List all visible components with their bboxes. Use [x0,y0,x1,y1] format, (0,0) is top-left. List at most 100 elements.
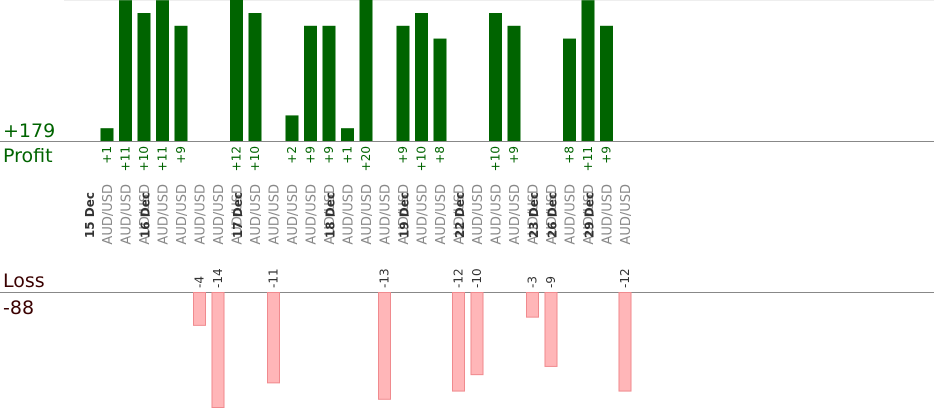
category-label: AUD/USD [212,184,227,245]
category-label: AUD/USD [120,184,135,245]
loss-bar [378,292,391,400]
profit-bar [396,25,410,141]
profit-bar [248,13,262,141]
profit-value-label: +12 [230,146,244,171]
profit-bar [156,0,169,142]
category-label: AUD/USD [453,184,468,245]
profit-bar [304,25,317,141]
profit-bar [322,25,336,141]
category-label: AUD/USD [268,184,283,245]
profit-value-label: +8 [433,146,447,164]
profit-value-label: +9 [396,146,410,164]
loss-value-label: -10 [470,268,484,288]
profit-value-label: +10 [489,146,503,171]
category-label: AUD/USD [619,184,634,245]
date-label: 15 Dec [83,192,97,238]
category-label: AUD/USD [157,184,172,245]
category-label: AUD/USD [342,184,357,245]
loss-value-label: -11 [267,268,281,288]
category-label: AUD/USD [564,184,579,245]
date-label: 19 Dec [398,192,412,238]
profit-value-label: +11 [156,146,170,171]
loss-value-label: -13 [378,268,392,288]
category-label: AUD/USD [305,184,320,245]
profit-bars [100,0,613,142]
profit-value-label: +1 [341,146,355,164]
profit-value-label: +9 [174,146,188,164]
category-label: AUD/USD [490,184,505,245]
profit-bar [137,13,151,141]
loss-bar [618,292,632,392]
category-label: AUD/USD [397,184,412,245]
loss-total: -88 [3,297,35,319]
profit-bar [415,13,428,141]
profit-bar [489,13,502,141]
profit-value-label: +9 [322,146,336,164]
category-label: AUD/USD [101,184,116,245]
profit-value-label: +8 [563,146,577,164]
profit-bar [581,0,595,142]
loss-bar [452,292,465,392]
loss-value-label: -14 [211,268,225,288]
date-label: 16 Dec [139,192,153,238]
profit-bar [563,38,576,141]
category-label: AUD/USD [175,184,190,245]
category-label: AUD/USD [249,184,264,245]
category-label: AUD/USD [527,184,542,245]
category-label: AUD/USD [379,184,394,245]
category-label: AUD/USD [508,184,523,245]
profit-value-label: +2 [285,146,299,164]
date-label: 17 Dec [231,192,245,238]
profit-value-label: +10 [248,146,262,171]
loss-bar [526,292,539,318]
profit-bar [100,128,114,141]
category-label: AUD/USD [416,184,431,245]
category-label: AUD/USD [601,184,616,245]
loss-label: Loss [3,270,45,292]
loss-bar [267,292,280,384]
category-label: AUD/USD [286,184,301,245]
category-label: AUD/USD [545,184,560,245]
loss-value-label: -3 [526,276,540,288]
category-label: AUD/USD [471,184,486,245]
category-label: AUD/USD [194,184,209,245]
profit-bar [359,0,373,141]
date-label: 26 Dec [546,192,560,238]
loss-value-label: -12 [618,268,632,288]
category-label: AUD/USD [360,184,375,245]
profit-bar [341,128,354,141]
loss-bar [544,292,558,367]
profit-bar [285,115,299,141]
loss-value-label: -9 [544,276,558,288]
category-label: AUD/USD [582,184,597,245]
date-label: 29 Dec [583,192,597,238]
date-label: 23 Dec [527,192,541,238]
date-label: 22 Dec [453,192,467,238]
loss-value-label: -4 [193,276,207,288]
loss-value-label: -12 [452,268,466,288]
profit-value-label: +20 [359,146,373,171]
loss-bar [211,292,225,408]
profit-bar [433,38,447,141]
profit-bar [174,25,188,141]
profit-value-label: +10 [137,146,151,171]
profit-value-label: +11 [581,146,595,171]
profit-value-label: +9 [304,146,318,164]
profit-bar [119,0,132,142]
profit-bar [507,25,521,141]
date-label: 18 Dec [324,192,338,238]
loss-value-labels: -4 -14 -11 -13 -12 -10 -3 -9 -12 [193,268,633,288]
loss-bar [470,292,484,376]
loss-bars [193,292,632,408]
profit-bar [600,25,613,141]
profit-total: +179 [3,120,56,142]
profit-bar [230,0,243,141]
category-label: AUD/USD [231,184,246,245]
date-labels: 15 Dec 16 Dec 17 Dec 18 Dec 19 Dec 22 Dec 23 D… [83,192,597,238]
profit-label: Profit [3,145,53,167]
profit-value-label: +9 [507,146,521,164]
loss-bar [193,292,206,326]
profit-value-label: +10 [415,146,429,171]
profit-value-label: +11 [119,146,133,171]
